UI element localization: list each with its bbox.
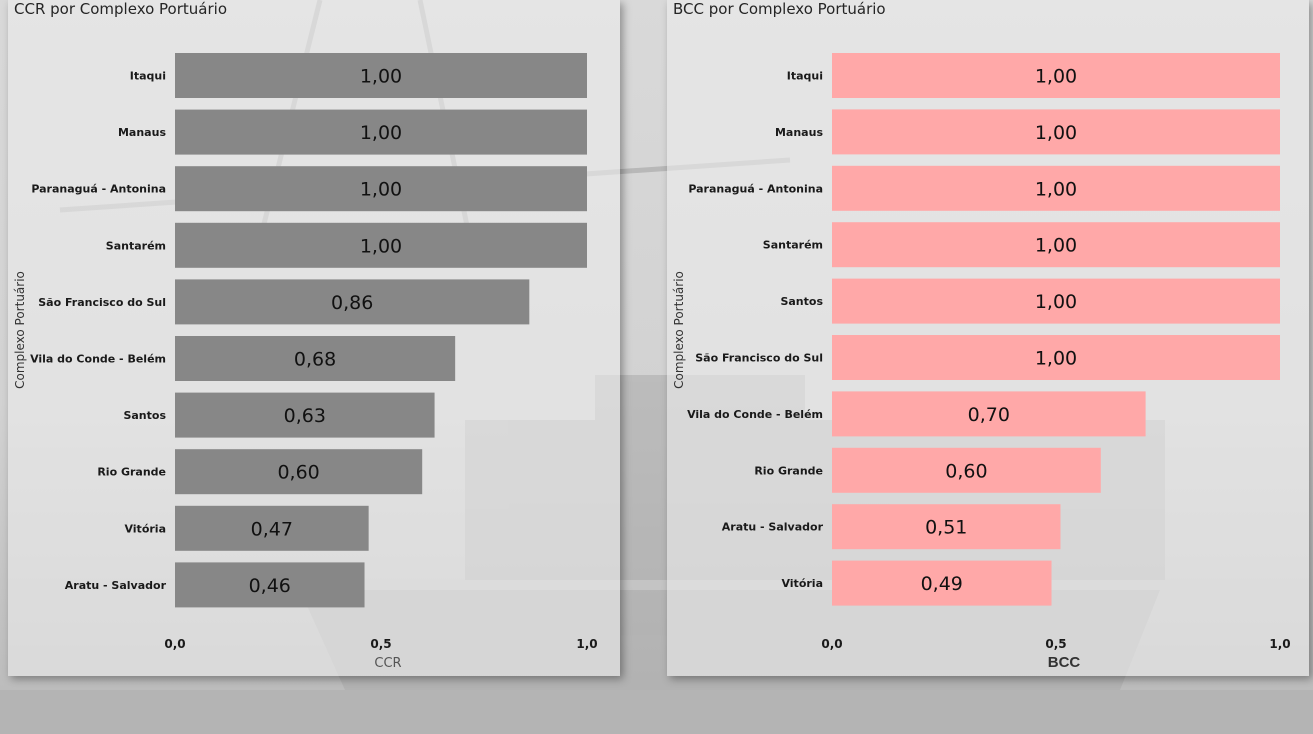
category-label: Paranaguá - Antonina [688,182,823,195]
bar [175,505,369,551]
bar [175,449,423,495]
bar [175,562,365,608]
category-label: São Francisco do Sul [695,352,823,365]
data-label: 0,60 [277,462,319,484]
category-label: Santos [123,409,166,422]
category-label: Rio Grande [754,464,823,477]
chart-title: CCR por Complexo Portuário [14,0,227,18]
category-label: Santos [780,295,823,308]
category-label: Manaus [775,126,823,139]
category-label: Manaus [118,126,166,139]
x-tick-label: 1,0 [576,637,597,651]
x-tick-label: 0,5 [370,637,391,651]
category-label: Paranaguá - Antonina [31,183,166,196]
x-tick-label: 0,5 [1045,637,1066,651]
bar [832,504,1061,550]
category-label: Vila do Conde - Belém [687,408,823,421]
data-label: 0,86 [331,292,373,314]
bar [832,109,1280,155]
data-label: 1,00 [360,122,402,144]
category-label: Vitória [124,522,166,535]
data-label: 1,00 [1035,235,1077,257]
data-label: 1,00 [1035,122,1077,144]
data-label: 1,00 [1035,178,1077,200]
bar [832,560,1052,606]
bar [175,109,587,155]
x-tick-label: 1,0 [1269,637,1290,651]
category-label: Vila do Conde - Belém [30,353,166,366]
bar [832,222,1280,268]
category-label: Aratu - Salvador [722,521,824,534]
bar [832,391,1146,437]
data-label: 1,00 [360,235,402,257]
bar [832,335,1280,380]
chart-title: BCC por Complexo Portuário [673,0,886,18]
data-label: 0,68 [294,349,336,371]
data-label: 1,00 [1035,66,1077,88]
data-label: 1,00 [1035,348,1077,370]
x-axis-title: CCR [374,656,402,671]
category-label: Vitória [781,577,823,590]
bar [175,279,530,325]
category-label: São Francisco do Sul [38,296,166,309]
category-label: Santarém [763,239,823,252]
bar [832,165,1280,211]
data-label: 0,51 [925,517,967,539]
bcc-bar-plot: Itaqui 1,00 Manaus 1,00 Paranaguá - Antonina… [687,53,1291,651]
data-label: 0,47 [251,518,293,540]
bar [832,278,1280,324]
category-label: Itaqui [130,70,166,83]
bar [832,447,1101,493]
x-tick-label: 0,0 [164,637,185,651]
ccr-chart-panel: CCR por Complexo Portuário Complexo Port… [8,0,620,676]
bcc-chart-panel: BCC por Complexo Portuário Complexo Port… [667,0,1309,676]
bar [175,166,587,212]
category-label: Itaqui [787,70,823,83]
data-label: 0,63 [284,405,326,427]
bar [175,392,435,438]
data-label: 1,00 [360,66,402,88]
data-label: 0,60 [945,460,987,482]
ccr-bar-plot: Itaqui 1,00 Manaus 1,00 Paranaguá - Antonina… [30,53,598,651]
category-label: Rio Grande [97,466,166,479]
category-label: Aratu - Salvador [65,579,167,592]
data-label: 0,46 [249,575,291,597]
data-label: 1,00 [360,179,402,201]
x-tick-label: 0,0 [821,637,842,651]
bar [832,53,1280,98]
bar [175,53,587,98]
data-label: 0,49 [921,573,963,595]
category-label: Santarém [106,239,166,252]
x-axis-title: BCC [1047,654,1081,671]
data-label: 0,70 [968,404,1010,426]
bar [175,222,587,268]
data-label: 1,00 [1035,291,1077,313]
bar [175,336,456,381]
